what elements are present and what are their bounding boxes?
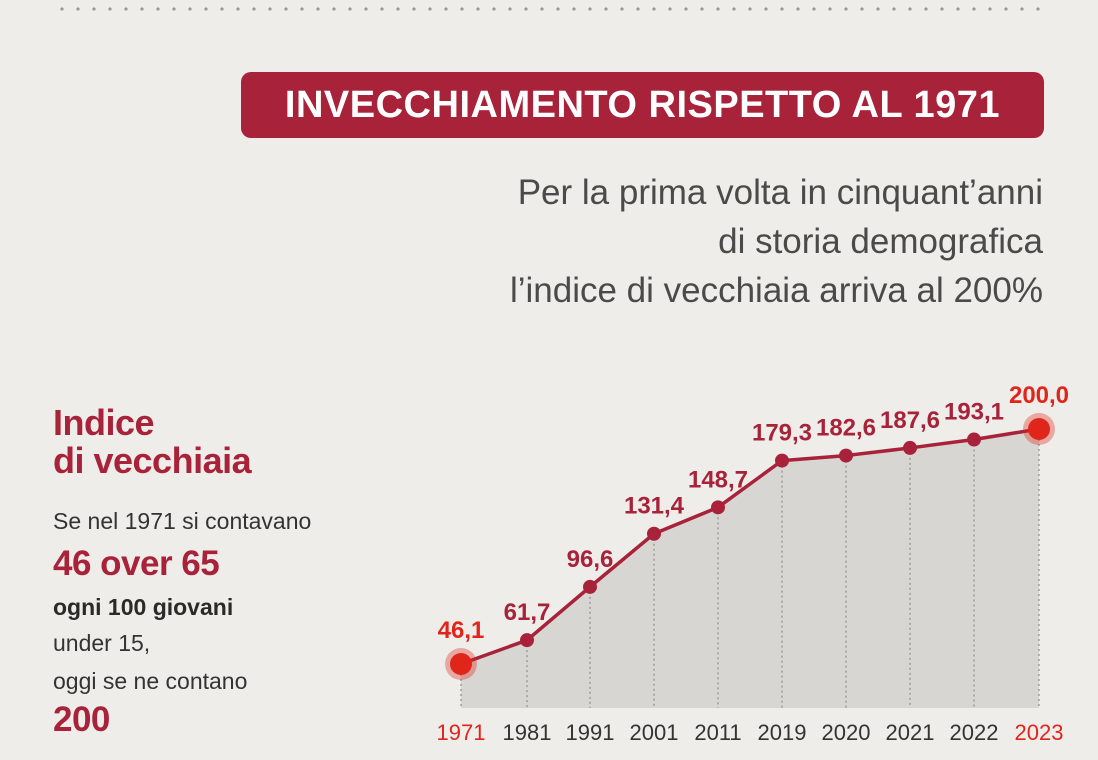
tick-label-2011: 2011: [694, 720, 741, 745]
data-point-2019: [775, 453, 789, 468]
tick-label-2020: 2020: [822, 720, 871, 745]
data-label-1981: 61,7: [504, 599, 551, 626]
tick-label-1971: 1971: [437, 720, 486, 745]
indicator-title-line-2: di vecchiaia: [53, 440, 252, 481]
tick-label-2022: 2022: [950, 720, 999, 745]
data-label-2019: 179,3: [752, 420, 812, 447]
subtitle-line-1: Per la prima volta in cinquant’anni: [517, 173, 1043, 212]
description-line-1: Se nel 1971 si contavano: [53, 508, 312, 534]
tick-label-1991: 1991: [566, 720, 615, 745]
tick-label-1981: 1981: [503, 720, 552, 745]
page-title-banner: INVECCHIAMENTO RISPETTO AL 1971: [241, 72, 1044, 138]
description-line-2: ogni 100 giovani: [53, 594, 234, 620]
data-point-2022: [967, 432, 981, 447]
series-line: [460, 427, 1040, 666]
data-point-1981: [520, 633, 534, 648]
page-title: INVECCHIAMENTO RISPETTO AL 1971: [284, 83, 1001, 126]
indicator-title-line-1: Indice: [53, 402, 155, 443]
data-point-2020: [839, 448, 853, 463]
data-point-2023: [1028, 418, 1050, 440]
data-point-2021: [903, 440, 917, 455]
data-label-2021: 187,6: [880, 407, 940, 434]
data-label-2001: 131,4: [624, 493, 685, 520]
data-label-2011: 148,7: [688, 466, 748, 493]
highlight-over-65: 46 over 65: [53, 544, 220, 583]
description-line-4: oggi se ne contano: [53, 668, 248, 694]
data-point-2011: [711, 500, 725, 515]
tick-label-2001: 2001: [630, 720, 679, 745]
indicator-title: Indice di vecchiaia: [53, 402, 252, 481]
dotted-divider: [54, 6, 1044, 12]
data-label-1971: 46,1: [438, 617, 485, 644]
chart-area: [461, 429, 1039, 708]
subtitle-line-2: di storia demografica: [718, 222, 1043, 261]
tick-label-2023: 2023: [1015, 720, 1064, 745]
data-point-1991: [583, 579, 597, 594]
subtitle-line-3: l’indice di vecchiaia arriva al 200%: [509, 271, 1043, 310]
data-point-2001: [647, 526, 661, 541]
data-point-1971: [450, 653, 472, 675]
data-label-2020: 182,6: [816, 415, 876, 442]
data-label-2023: 200,0: [1009, 382, 1069, 409]
data-label-1991: 96,6: [567, 546, 614, 573]
highlight-200: 200: [53, 700, 110, 739]
description-line-3: under 15,: [53, 630, 151, 656]
tick-label-2019: 2019: [758, 720, 807, 745]
subtitle: Per la prima volta in cinquant’anni di s…: [283, 168, 1043, 315]
data-label-2022: 193,1: [944, 399, 1004, 426]
tick-label-2021: 2021: [886, 720, 935, 745]
